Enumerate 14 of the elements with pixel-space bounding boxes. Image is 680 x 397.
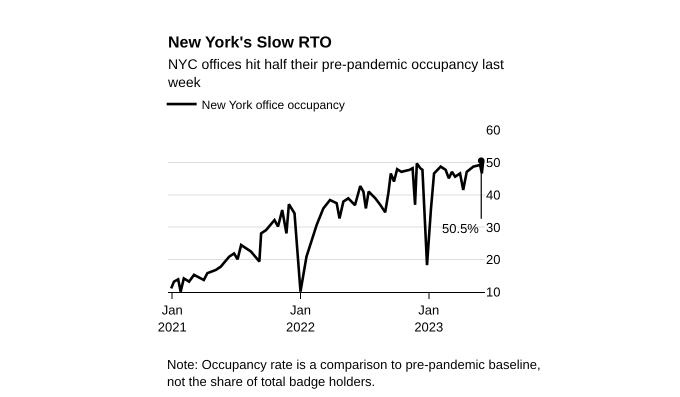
text: Note: Occupancy rate is a comparison to pre-pandemic baseline, not the share of total badge holders. [167,357,541,389]
y-tick-label: 50 [486,154,500,170]
annotation: 50.5% [442,221,480,236]
y-tick-label: 60 [486,122,500,138]
y-tick-label: 20 [486,252,500,268]
y-tick-label: 30 [486,220,500,235]
x-tick-label: Jan 2021 [158,302,187,334]
chart-title: New York's Slow RTO [168,34,332,52]
legend-label: New York office occupancy [202,98,345,112]
y-tick-label: 40 [486,187,500,202]
x-tick-label: Jan 2022 [286,302,315,334]
x-tick-label: Jan 2023 [414,302,444,334]
chart-subtitle: NYC offices hit half their pre-pandemic occupancy last week [167,56,504,90]
y-tick-label: 10 [486,284,500,300]
